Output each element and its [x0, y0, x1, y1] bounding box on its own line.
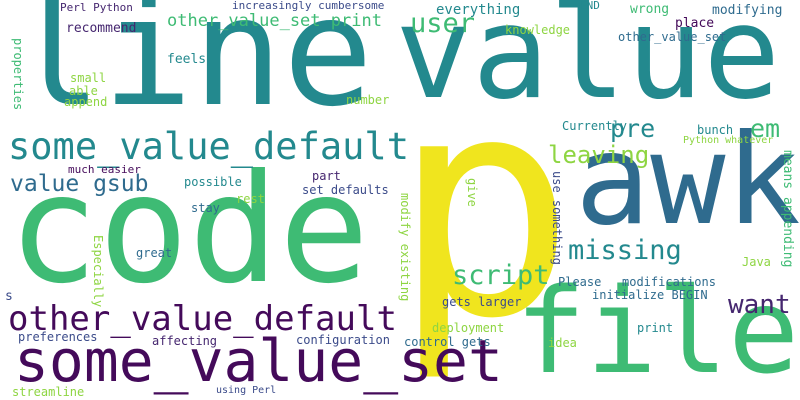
word-modifying: modifying — [712, 3, 783, 18]
word-able: able — [69, 84, 98, 98]
word-preferences: preferences — [18, 330, 98, 344]
word-number: number — [346, 93, 390, 107]
word-other-value-default: other_value_default — [8, 299, 397, 339]
word-deployment: deployment — [432, 321, 505, 335]
word-configuration: configuration — [296, 333, 390, 347]
word-user: user — [410, 8, 476, 39]
word-script: script — [452, 260, 550, 291]
word-affecting: affecting — [152, 334, 218, 348]
word-awk: awk — [575, 108, 800, 253]
word-feels: feels — [167, 52, 207, 67]
word-recommend: recommend — [66, 21, 137, 36]
word-great: great — [136, 246, 173, 260]
word-properties: properties — [11, 38, 25, 111]
word-java: Java — [742, 255, 771, 269]
word-python-whatever: Python whatever — [683, 135, 774, 146]
word-gets-larger: gets larger — [442, 295, 522, 309]
word-some-value-default: some_value_default — [8, 125, 409, 168]
word-file: file — [515, 262, 800, 400]
word-line: line — [12, 0, 374, 140]
word-increasingly-cumbersome: increasingly cumbersome — [232, 0, 385, 12]
word-modify-existing: modify existing — [398, 193, 412, 302]
word-set-defaults: set defaults — [302, 183, 389, 197]
word-much-easier: much easier — [68, 163, 141, 176]
word-means-appending: means appending — [780, 150, 795, 268]
word-value: value — [395, 0, 781, 128]
word-please: Please — [558, 275, 602, 289]
word-everything: everything — [436, 2, 521, 18]
word-print: print — [637, 321, 674, 335]
word-using-perl: using Perl — [216, 385, 277, 396]
word-initialize-begin: initialize BEGIN — [592, 288, 708, 302]
word-em: em — [750, 114, 781, 143]
word-bunch: bunch — [697, 123, 734, 137]
word-s: s — [5, 289, 13, 304]
word-stay: stay — [191, 201, 220, 215]
word-append: append — [64, 95, 108, 109]
word-part: part — [312, 169, 341, 183]
word-rest: rest — [236, 192, 265, 206]
word-leaving: leaving — [548, 141, 650, 169]
word-some-value-set: some_value_set — [14, 327, 503, 395]
word-currently: Currently — [562, 119, 628, 133]
word-other-value-set: other_value_set — [618, 30, 727, 44]
word-want: want — [728, 290, 791, 320]
word-wrong: wrong — [630, 2, 670, 17]
word-use-something: use something — [550, 171, 564, 265]
word-value-gsub: value gsub — [10, 171, 149, 197]
word-modifications: modifications — [622, 275, 716, 289]
word-end: END — [580, 0, 600, 12]
word-possible: possible — [184, 175, 242, 189]
word-especially: Especially — [91, 235, 105, 308]
word-give: give — [465, 178, 479, 207]
word-idea: idea — [548, 336, 577, 350]
word-place: place — [675, 16, 715, 31]
word-missing: missing — [568, 235, 682, 266]
word-pre: pre — [610, 114, 656, 143]
word-other-value-set-print: other_value_set print — [167, 11, 382, 31]
word-streamline: streamline — [12, 385, 85, 399]
word-small: small — [70, 71, 107, 85]
word-p: p — [392, 30, 576, 385]
word-perl-python: Perl Python — [60, 1, 133, 14]
word-control-gets: control gets — [404, 335, 491, 349]
word-code: code — [8, 143, 370, 317]
word-knowledge: knowledge — [505, 23, 571, 37]
